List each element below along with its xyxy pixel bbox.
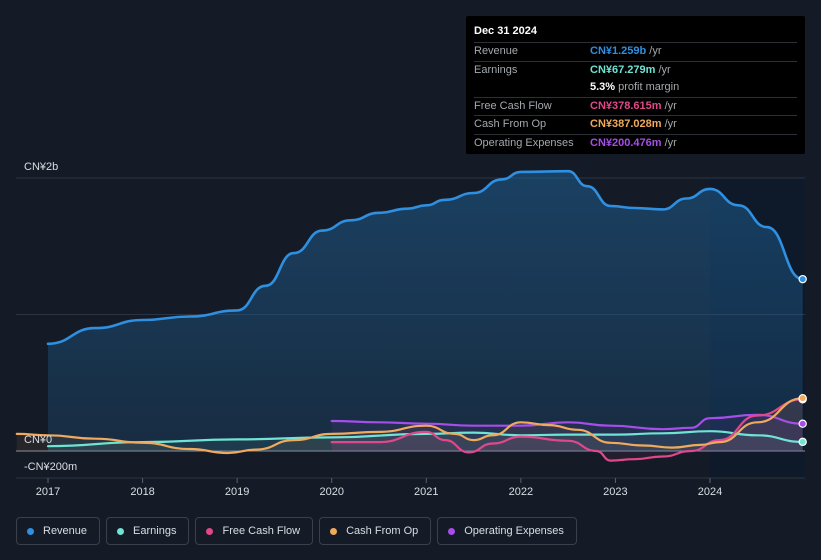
tooltip-panel: Dec 31 2024 Revenue CN¥1.259b /yr Earnin… xyxy=(466,16,805,154)
operating-expenses-line xyxy=(330,413,804,431)
cash-from-op-area xyxy=(16,398,803,453)
legend-item-operating-expenses[interactable]: Operating Expenses xyxy=(437,517,577,545)
tooltip-unit: /yr xyxy=(664,118,677,130)
tooltip-label: Earnings xyxy=(474,63,518,76)
legend-label: Free Cash Flow xyxy=(222,525,301,537)
legend-label: Earnings xyxy=(133,525,177,537)
legend-label: Cash From Op xyxy=(346,525,419,537)
x-tick-label: 2022 xyxy=(509,486,533,498)
tooltip-row-revenue: Revenue CN¥1.259b /yr xyxy=(474,42,797,61)
y-tick-label: CN¥2b xyxy=(24,161,58,173)
cash-from-op-end-point xyxy=(798,393,807,403)
revenue-line xyxy=(46,169,804,346)
tooltip-unit: profit margin xyxy=(618,81,680,93)
earnings-end-point xyxy=(798,437,807,447)
earnings-area xyxy=(48,431,803,451)
tooltip-label: Free Cash Flow xyxy=(474,99,552,112)
operating-expenses-end-point xyxy=(798,419,807,428)
tooltip-value: CN¥378.615m xyxy=(590,99,662,112)
x-tick-label: 2019 xyxy=(225,486,249,498)
legend-item-cash-from-op[interactable]: Cash From Op xyxy=(319,517,432,545)
tooltip-label: Cash From Op xyxy=(474,118,547,130)
legend-item-free-cash-flow[interactable]: Free Cash Flow xyxy=(195,517,314,545)
tooltip-unit: /yr xyxy=(664,99,677,112)
x-axis-ticks: 2017 2018 2019 2020 2021 2022 2023 2024 xyxy=(36,478,722,498)
free-cash-flow-area xyxy=(331,399,803,461)
legend-dot-icon xyxy=(117,527,125,535)
legend-dot-icon xyxy=(206,527,214,535)
cash-from-op-line xyxy=(15,397,804,455)
tooltip-row-cash-from-op: Cash From Op CN¥387.028m /yr xyxy=(474,115,797,134)
tooltip-label: Revenue xyxy=(474,45,519,57)
end-dot-layer xyxy=(798,274,807,447)
legend-label: Operating Expenses xyxy=(464,525,564,537)
revenue-area xyxy=(48,171,803,451)
tooltip-row-operating-expenses: Operating Expenses CN¥200.476m /yr xyxy=(474,133,797,153)
x-tick-label: 2017 xyxy=(36,486,60,498)
x-tick-label: 2024 xyxy=(698,486,722,498)
tooltip-value: CN¥200.476m xyxy=(590,136,662,149)
x-tick-label: 2023 xyxy=(603,486,627,498)
tooltip-unit: /yr xyxy=(664,136,677,149)
tooltip-unit: /yr xyxy=(649,45,662,57)
tooltip-value: CN¥1.259b xyxy=(590,45,647,57)
y-tick-label: CN¥0 xyxy=(24,434,52,446)
legend-item-revenue[interactable]: Revenue xyxy=(16,517,101,545)
legend: Revenue Earnings Free Cash Flow Cash Fro… xyxy=(16,517,577,545)
tooltip-row-free-cash-flow: Free Cash Flow CN¥378.615m /yr xyxy=(474,96,797,116)
tooltip-date: Dec 31 2024 xyxy=(474,25,537,37)
financials-line-chart: CN¥2b CN¥0 -CN¥200m 2017 2018 2019 2020 2021… xyxy=(15,161,807,498)
y-tick-label: -CN¥200m xyxy=(24,461,77,473)
tooltip-row-earnings: Earnings CN¥67.279m /yr xyxy=(474,60,797,80)
area-layer xyxy=(16,171,803,461)
tooltip-value: 5.3% xyxy=(590,81,616,93)
legend-dot-icon xyxy=(330,527,338,535)
legend-label: Revenue xyxy=(43,525,88,537)
tooltip-value: CN¥387.028m xyxy=(590,118,662,130)
x-tick-label: 2020 xyxy=(319,486,343,498)
tooltip-value: CN¥67.279m xyxy=(590,63,656,76)
x-tick-label: 2021 xyxy=(414,486,438,498)
legend-item-earnings[interactable]: Earnings xyxy=(106,517,190,545)
legend-dot-icon xyxy=(448,527,456,535)
x-tick-label: 2018 xyxy=(130,486,154,498)
earnings-line xyxy=(46,430,804,448)
tooltip-row-profit-margin: 5.3% profit margin xyxy=(474,79,797,97)
legend-dot-icon xyxy=(27,527,34,535)
line-layer xyxy=(15,169,804,462)
revenue-end-point xyxy=(798,274,807,284)
tooltip-label: Operating Expenses xyxy=(474,136,574,149)
tooltip-unit: /yr xyxy=(658,63,671,76)
